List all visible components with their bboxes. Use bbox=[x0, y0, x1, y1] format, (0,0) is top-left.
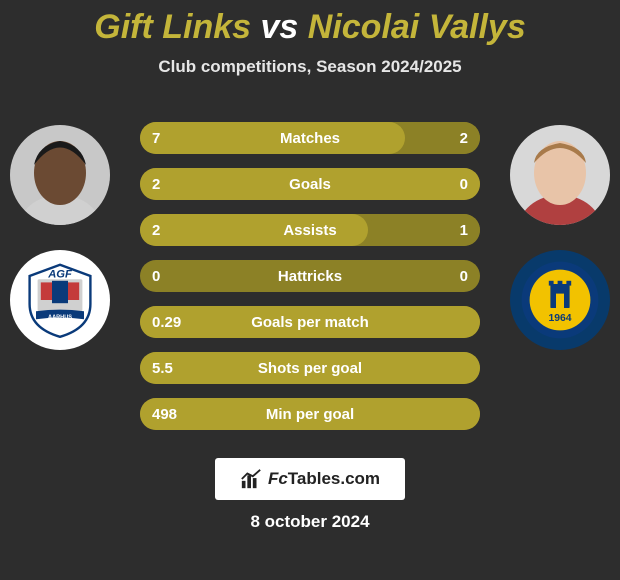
stat-bar: 498Min per goal bbox=[140, 398, 480, 430]
stat-bar: 7Matches2 bbox=[140, 122, 480, 154]
stat-label: Shots per goal bbox=[200, 360, 420, 377]
fctables-logo: FcTables.com bbox=[215, 458, 405, 500]
stat-bar: 0.29Goals per match bbox=[140, 306, 480, 338]
stat-right-value: 2 bbox=[420, 130, 480, 147]
club-right-badge: 1964 bbox=[510, 250, 610, 350]
stat-bar: 5.5Shots per goal bbox=[140, 352, 480, 384]
stat-left-value: 7 bbox=[140, 130, 200, 147]
svg-text:1964: 1964 bbox=[548, 313, 571, 324]
page-title: Gift Links vs Nicolai Vallys bbox=[0, 0, 620, 47]
date-label: 8 october 2024 bbox=[0, 512, 620, 532]
stat-right-value: 1 bbox=[420, 222, 480, 239]
stats-container: 7Matches22Goals02Assists10Hattricks00.29… bbox=[140, 122, 480, 430]
stat-bar: 2Assists1 bbox=[140, 214, 480, 246]
subtitle: Club competitions, Season 2024/2025 bbox=[0, 57, 620, 77]
brondby-badge-icon: 1964 bbox=[520, 260, 600, 340]
title-left: Gift Links bbox=[94, 8, 251, 46]
stat-left-value: 2 bbox=[140, 222, 200, 239]
stat-left-value: 498 bbox=[140, 406, 200, 423]
stat-label: Assists bbox=[200, 222, 420, 239]
stat-left-value: 0 bbox=[140, 268, 200, 285]
stat-label: Min per goal bbox=[200, 406, 420, 423]
stat-left-value: 0.29 bbox=[140, 314, 200, 331]
stat-left-value: 5.5 bbox=[140, 360, 200, 377]
stat-bar: 0Hattricks0 bbox=[140, 260, 480, 292]
stat-right-value: 0 bbox=[420, 176, 480, 193]
player-right-face-icon bbox=[510, 125, 610, 225]
svg-text:AGF: AGF bbox=[47, 269, 73, 281]
club-left-badge: AGF AARHUS bbox=[10, 250, 110, 350]
player-left-face-icon bbox=[10, 125, 110, 225]
stat-right-value: 0 bbox=[420, 268, 480, 285]
player-left-avatar bbox=[10, 125, 110, 225]
stat-label: Matches bbox=[200, 130, 420, 147]
bar-chart-icon bbox=[240, 468, 262, 490]
agf-badge-icon: AGF AARHUS bbox=[20, 260, 100, 340]
player-right-avatar bbox=[510, 125, 610, 225]
stat-label: Goals bbox=[200, 176, 420, 193]
stat-label: Goals per match bbox=[200, 314, 420, 331]
svg-text:AARHUS: AARHUS bbox=[48, 314, 72, 320]
brand-text: FcTables.com bbox=[268, 469, 380, 489]
title-vs: vs bbox=[251, 8, 308, 46]
stat-label: Hattricks bbox=[200, 268, 420, 285]
stat-bar: 2Goals0 bbox=[140, 168, 480, 200]
title-right: Nicolai Vallys bbox=[308, 8, 526, 46]
stat-left-value: 2 bbox=[140, 176, 200, 193]
